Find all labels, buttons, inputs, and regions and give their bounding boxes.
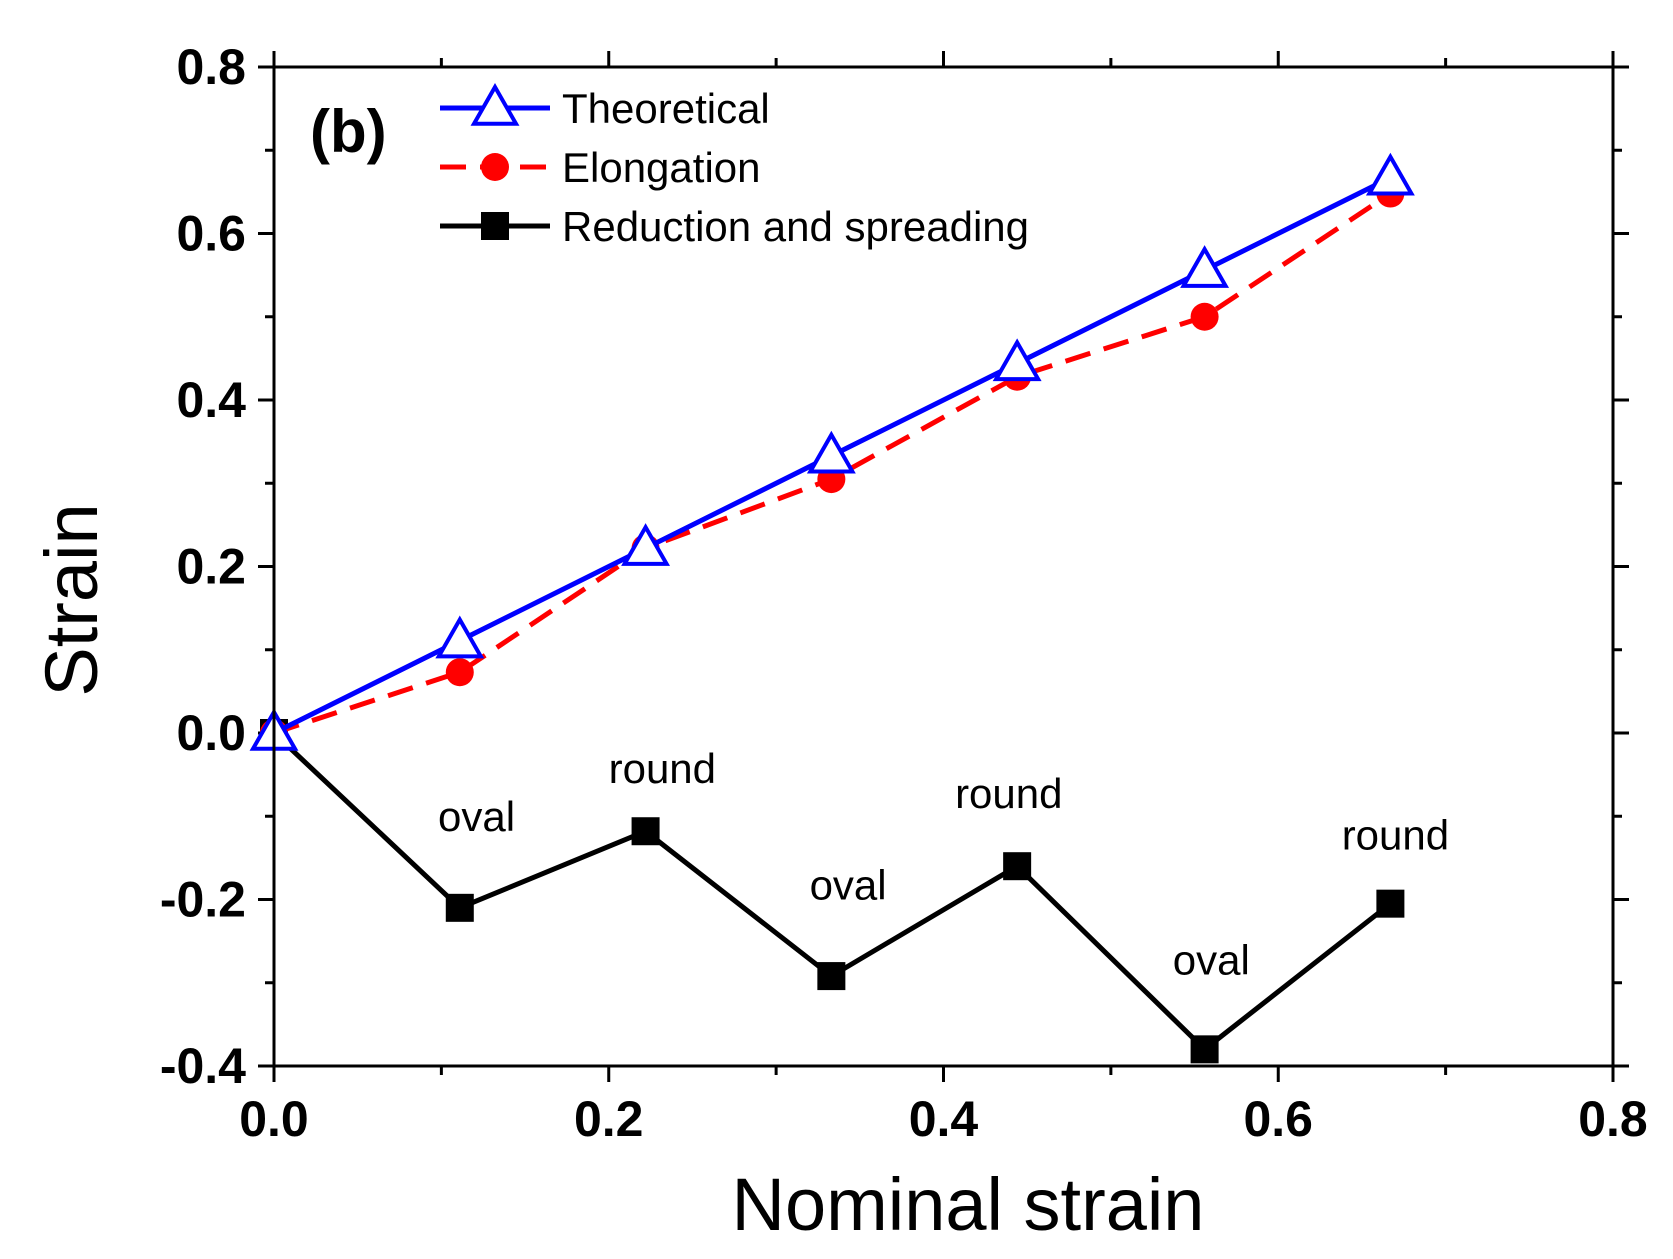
legend-label: Theoretical [562, 85, 770, 132]
tick-labels: 0.0 0.2 0.4 0.6 0.8 -0.4 -0.2 0.0 0.2 0.4 0.6 0.8 [160, 39, 1648, 1147]
y-tick-label: 0.6 [176, 206, 246, 262]
x-axis-title: Nominal strain [732, 1163, 1205, 1246]
marker-circle [481, 153, 509, 181]
marker-triangle [1180, 245, 1230, 288]
marker-square [631, 817, 660, 846]
marker-square [481, 212, 509, 240]
annotation-label: oval [810, 862, 887, 909]
marker-square [445, 893, 474, 922]
x-tick-label: 0.8 [1578, 1091, 1648, 1147]
marker-triangle [992, 338, 1042, 382]
y-tick-label: -0.2 [160, 872, 246, 928]
marker-triangle [806, 430, 856, 474]
annotation-label: round [609, 745, 716, 792]
y-tick-label: 0.0 [176, 705, 246, 761]
panel-label: (b) [310, 98, 387, 165]
legend-item: Elongation [440, 144, 761, 191]
marker-triangle [435, 615, 485, 659]
annotation-label: oval [438, 793, 515, 840]
marker-triangle [621, 523, 671, 566]
x-tick-label: 0.4 [909, 1091, 979, 1147]
y-tick-label: 0.8 [176, 39, 246, 95]
legend-item: Reduction and spreading [440, 203, 1029, 250]
legend-label: Elongation [562, 144, 761, 191]
x-tick-label: 0.2 [574, 1091, 644, 1147]
y-tick-label: -0.4 [160, 1038, 246, 1094]
x-tick-label: 0.0 [239, 1091, 309, 1147]
legend: Theoretical Elongation Reduction and sprea… [440, 82, 1029, 250]
annotations: oval round oval round oval round [438, 745, 1449, 983]
marker-square [1376, 889, 1405, 918]
plot-frame [272, 65, 1615, 1068]
y-axis-title: Strain [30, 503, 113, 696]
marker-triangle [470, 82, 520, 126]
marker-circle [1190, 302, 1219, 331]
y-tick-label: 0.2 [176, 539, 246, 595]
marker-circle [445, 658, 474, 687]
legend-item: Theoretical [440, 82, 770, 132]
annotation-label: round [1342, 812, 1449, 859]
x-tick-label: 0.6 [1243, 1091, 1313, 1147]
series-layer [249, 152, 1415, 1064]
y-tick-label: 0.4 [176, 372, 246, 428]
marker-triangle [1365, 152, 1415, 196]
marker-square [1003, 852, 1032, 881]
annotation-label: round [955, 770, 1062, 817]
annotation-label: oval [1173, 936, 1250, 983]
legend-label: Reduction and spreading [562, 203, 1029, 250]
marker-square [817, 962, 846, 991]
marker-square [1190, 1035, 1219, 1064]
